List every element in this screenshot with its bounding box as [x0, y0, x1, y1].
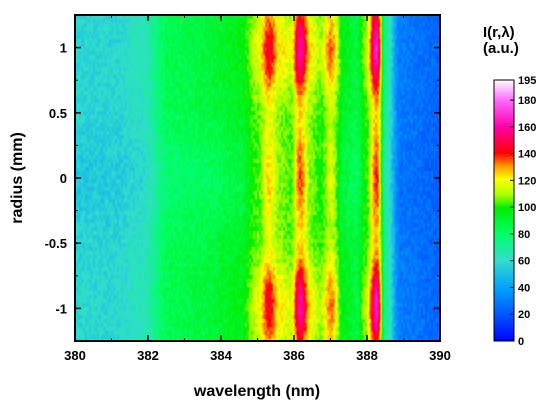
- colorbar-ticks: 195 180 160 140 120 100 80 60 40 20 0: [510, 75, 536, 348]
- colorbar: [493, 79, 515, 342]
- colorbar-tick-label: 20: [518, 309, 530, 321]
- x-tick-label: 380: [64, 348, 86, 363]
- colorbar-tick-label: 60: [518, 256, 530, 268]
- colorbar-tick-label: 195: [518, 75, 536, 87]
- y-tick-label: 0.5: [49, 106, 67, 121]
- x-axis-title: wavelength (nm): [193, 383, 320, 400]
- x-tick-label: 382: [137, 348, 159, 363]
- colorbar-tick-label: 120: [518, 175, 536, 187]
- y-axis-ticks: 1 0.5 0 -0.5 -1: [45, 14, 440, 342]
- y-tick-label: -1: [55, 301, 67, 316]
- heatmap-image: [75, 15, 440, 341]
- colorbar-title-line2: (a.u.): [483, 40, 519, 57]
- colorbar-tick-label: 160: [518, 122, 536, 134]
- x-axis-ticks: 380 382 384 386 388 390: [64, 15, 451, 363]
- colorbar-tick-label: 100: [518, 202, 536, 214]
- x-tick-label: 390: [429, 348, 451, 363]
- x-tick-label: 388: [356, 348, 378, 363]
- y-tick-label: 1: [60, 41, 67, 56]
- colorbar-tick-label: 0: [518, 336, 524, 348]
- y-axis-title: radius (mm): [9, 132, 26, 224]
- colorbar-tick-label: 140: [518, 149, 536, 161]
- y-tick-label: 0: [60, 171, 67, 186]
- heatmap-raster: [75, 15, 440, 341]
- colorbar-tick-label: 40: [518, 282, 530, 294]
- colorbar-tick-label: 180: [518, 95, 536, 107]
- y-tick-label: -0.5: [45, 236, 67, 251]
- colorbar-title-line1: I(r,λ): [483, 24, 515, 41]
- colorbar-tick-label: 80: [518, 229, 530, 241]
- x-tick-label: 384: [210, 348, 232, 363]
- x-tick-label: 386: [283, 348, 305, 363]
